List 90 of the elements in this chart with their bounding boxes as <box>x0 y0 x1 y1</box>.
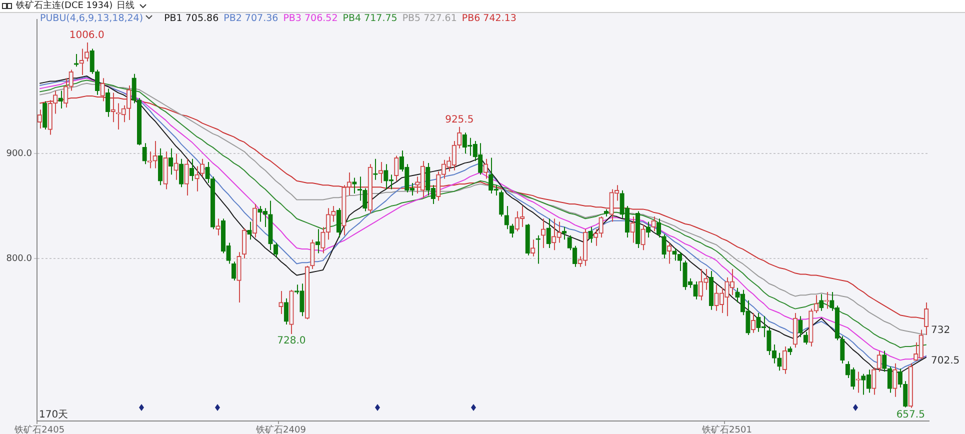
candlestick <box>352 177 357 194</box>
y-tick-label: 800.0 <box>6 254 32 264</box>
candlestick <box>178 158 184 188</box>
annotation: 170天 <box>39 410 68 421</box>
candlestick <box>242 228 247 259</box>
candlestick <box>882 350 887 372</box>
candlestick <box>373 158 378 180</box>
text: PB2 707.36 <box>224 13 278 25</box>
candlestick <box>646 221 651 238</box>
candlestick <box>750 312 756 334</box>
candlestick <box>147 151 152 169</box>
candlestick <box>510 223 514 238</box>
annotation: 728.0 <box>277 336 306 347</box>
y-tick-label: 900.0 <box>6 148 32 159</box>
candlestick <box>483 158 488 180</box>
text: 732 <box>931 325 950 336</box>
candlestick <box>158 148 163 186</box>
candlestick <box>189 158 194 182</box>
candlestick <box>336 208 342 238</box>
text: PB3 706.52 <box>283 13 338 25</box>
candlestick <box>74 54 79 68</box>
candlestick <box>231 261 236 281</box>
candlestick <box>798 316 803 338</box>
candlestick <box>84 42 90 62</box>
candlestick <box>68 69 74 92</box>
candlestick <box>37 109 42 129</box>
text: PB6 742.13 <box>462 13 516 25</box>
candlestick <box>310 239 315 270</box>
candlestick <box>824 292 830 310</box>
candlestick <box>546 218 551 248</box>
candlestick <box>876 350 882 372</box>
candlestick <box>252 203 258 238</box>
candlestick <box>378 162 384 184</box>
candlestick <box>504 206 509 230</box>
candlestick <box>892 362 898 398</box>
candlestick <box>840 336 845 364</box>
candlestick <box>194 166 200 192</box>
candlestick <box>814 294 819 314</box>
candlestick <box>536 234 540 264</box>
candlestick <box>630 216 635 244</box>
candlestick <box>666 242 672 264</box>
candlestick <box>803 331 808 345</box>
candlestick <box>278 290 284 315</box>
text: PB5 727.61 <box>402 13 457 25</box>
candlestick <box>142 142 147 165</box>
candlestick <box>58 90 63 110</box>
candlestick <box>184 158 189 196</box>
candlestick <box>656 218 662 238</box>
candlestick <box>777 352 782 372</box>
chart-subtitle: 日线 <box>116 0 135 12</box>
candlestick <box>126 84 132 121</box>
candlestick <box>236 252 242 304</box>
candlestick <box>640 224 646 251</box>
x-tick-label: 铁矿石2501 <box>701 424 752 434</box>
annotation: 1006.0 <box>69 30 104 42</box>
candlestick <box>200 158 205 178</box>
candlestick <box>819 294 824 312</box>
candlestick <box>64 78 68 108</box>
candlestick <box>42 100 48 130</box>
candlestick <box>782 346 788 374</box>
candlestick <box>247 221 252 240</box>
candlestick <box>79 48 84 76</box>
x-tick-label: 铁矿石2405 <box>14 424 65 434</box>
candlestick <box>499 190 504 218</box>
candlestick <box>106 88 110 118</box>
candlestick <box>887 366 892 394</box>
candlestick <box>110 92 116 123</box>
legend-title: PUBU(4,6,9,13,18,24) <box>40 13 144 25</box>
candlestick <box>174 153 178 180</box>
candlestick <box>588 226 593 244</box>
candlestick <box>530 239 536 257</box>
text: PB1 705.86 <box>164 13 219 25</box>
candlestick <box>662 234 666 259</box>
candlestick <box>152 140 158 169</box>
candlestick <box>872 367 876 396</box>
candlestick <box>100 78 105 102</box>
annotation: 925.5 <box>445 114 474 126</box>
x-tick-label: 铁矿石2409 <box>255 424 306 434</box>
candlestick <box>284 298 289 326</box>
candlestick <box>394 155 399 182</box>
candlestick <box>273 242 278 258</box>
text: PB4 717.75 <box>342 13 398 25</box>
candlestick <box>651 216 656 232</box>
candlestick <box>924 302 929 336</box>
candlestick <box>216 218 220 236</box>
chart-title: 铁矿石主连(DCE 1934) <box>16 0 113 12</box>
candlestick <box>168 148 174 176</box>
text: 702.5 <box>931 355 960 366</box>
candlestick <box>436 170 441 202</box>
annotation: 657.5 <box>896 409 925 420</box>
